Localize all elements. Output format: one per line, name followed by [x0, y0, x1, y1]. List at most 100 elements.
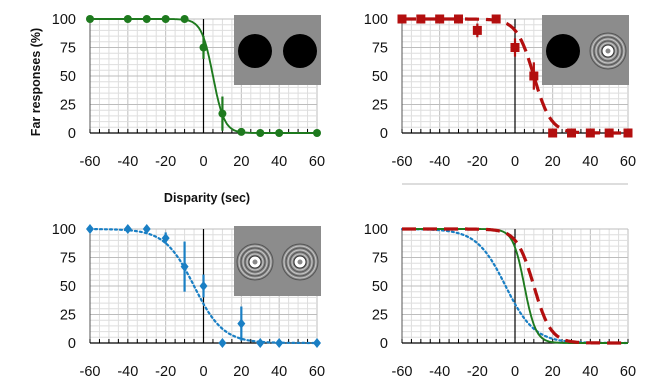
x-tick-label: 40: [271, 154, 287, 170]
y-tick-label: 25: [60, 308, 76, 324]
x-tick-label: -20: [467, 364, 488, 380]
ring: [593, 36, 623, 66]
data-point: [199, 281, 208, 291]
data-point: [218, 338, 227, 348]
y-tick-label: 0: [380, 336, 388, 352]
data-point: [161, 233, 170, 244]
x-tick-label: -40: [429, 154, 450, 170]
y-tick-label: 100: [364, 12, 388, 28]
y-tick-label: 75: [372, 251, 388, 267]
ring: [597, 40, 619, 62]
ring-pattern-stimulus: [589, 32, 627, 70]
x-tick-label: 40: [582, 364, 598, 380]
y-tick-label: 50: [60, 279, 76, 295]
ring-center-dot: [252, 259, 258, 265]
x-tick-label: 20: [233, 364, 249, 380]
ring-center-dot: [605, 48, 611, 54]
data-point: [180, 15, 189, 23]
data-point: [435, 14, 445, 24]
data-point: [313, 338, 321, 348]
ring: [238, 245, 272, 279]
chart-panel-top-right: -60 -40 -20 0 20 40 60 0 25 50 75 100: [364, 12, 636, 170]
ring-center-dot: [297, 259, 303, 265]
data-point: [142, 15, 151, 23]
y-tick-label: 100: [364, 222, 388, 238]
y-tick-label: 0: [380, 126, 388, 142]
y-tick-label: 75: [60, 251, 76, 267]
data-point: [313, 129, 321, 137]
data-point: [529, 71, 539, 81]
ring: [283, 245, 317, 279]
y-tick-label: 50: [372, 69, 388, 85]
data-point: [237, 127, 246, 136]
data-point: [472, 25, 482, 35]
solid-disk-stimulus: [283, 34, 317, 68]
y-tick-label: 25: [60, 98, 76, 114]
data-point: [604, 128, 614, 138]
x-tick-label: 0: [511, 154, 519, 170]
data-point: [548, 128, 558, 138]
data-point: [585, 128, 595, 138]
data-point: [180, 261, 189, 272]
ring: [285, 247, 315, 277]
chart-panels: -60 -40 -20 0 20 40 60 0 25 50 75 100 -60 -40 -20 0 20 40…: [52, 12, 636, 380]
x-tick-label: 60: [620, 364, 636, 380]
x-tick-label: 40: [271, 364, 287, 380]
x-tick-label: 60: [309, 364, 325, 380]
chart-panel-bottom-right: -60 -40 -20 0 20 40 60 0 25 50 75 100: [364, 222, 636, 380]
ring: [281, 243, 319, 281]
y-tick-label: 100: [52, 222, 76, 238]
data-point: [161, 15, 170, 23]
data-point: [86, 15, 94, 23]
data-point: [416, 14, 426, 24]
x-tick-label: 20: [545, 154, 561, 170]
x-tick-label: 40: [582, 154, 598, 170]
data-point: [142, 224, 151, 234]
data-point: [123, 15, 132, 23]
ring: [287, 249, 313, 275]
x-tick-label: -40: [117, 154, 138, 170]
data-point: [218, 109, 227, 118]
x-tick-label: 20: [233, 154, 249, 170]
x-tick-label: -60: [80, 364, 101, 380]
stimulus-inset: [234, 15, 321, 85]
data-point: [256, 338, 265, 348]
x-tick-label: -20: [155, 154, 176, 170]
data-point: [86, 224, 94, 234]
x-axis-title: Disparity (sec): [164, 191, 250, 205]
data-point: [491, 14, 501, 24]
x-tick-label: -20: [155, 364, 176, 380]
x-tick-label: -40: [429, 364, 450, 380]
ring: [236, 243, 274, 281]
y-tick-label: 25: [372, 308, 388, 324]
ring: [240, 247, 270, 277]
data-point: [397, 14, 407, 24]
x-tick-label: -60: [392, 364, 413, 380]
x-tick-label: 60: [309, 154, 325, 170]
y-tick-label: 0: [68, 126, 76, 142]
solid-disk-stimulus: [546, 34, 580, 68]
stimulus-inset: [542, 15, 629, 85]
ring: [246, 253, 264, 271]
data-point: [275, 129, 284, 137]
ring: [599, 42, 617, 60]
data-point: [123, 224, 132, 234]
y-tick-label: 0: [68, 336, 76, 352]
ring-pattern-stimulus: [281, 243, 319, 281]
x-tick-label: -40: [117, 364, 138, 380]
y-tick-label: 100: [52, 12, 76, 28]
data-point: [275, 338, 284, 348]
ring: [244, 251, 266, 273]
y-tick-label: 75: [60, 41, 76, 57]
ring: [591, 34, 625, 68]
fit-curve-dashed: [402, 227, 628, 345]
data-point: [510, 43, 520, 52]
data-point: [454, 14, 463, 24]
data-point: [567, 128, 576, 138]
chart-panel-bottom-left: -60 -40 -20 0 20 40 60 0 25 50 75 100: [52, 222, 325, 380]
x-tick-label: 0: [199, 364, 207, 380]
data-point: [237, 318, 246, 329]
data-point: [199, 43, 208, 52]
x-tick-label: -60: [80, 154, 101, 170]
